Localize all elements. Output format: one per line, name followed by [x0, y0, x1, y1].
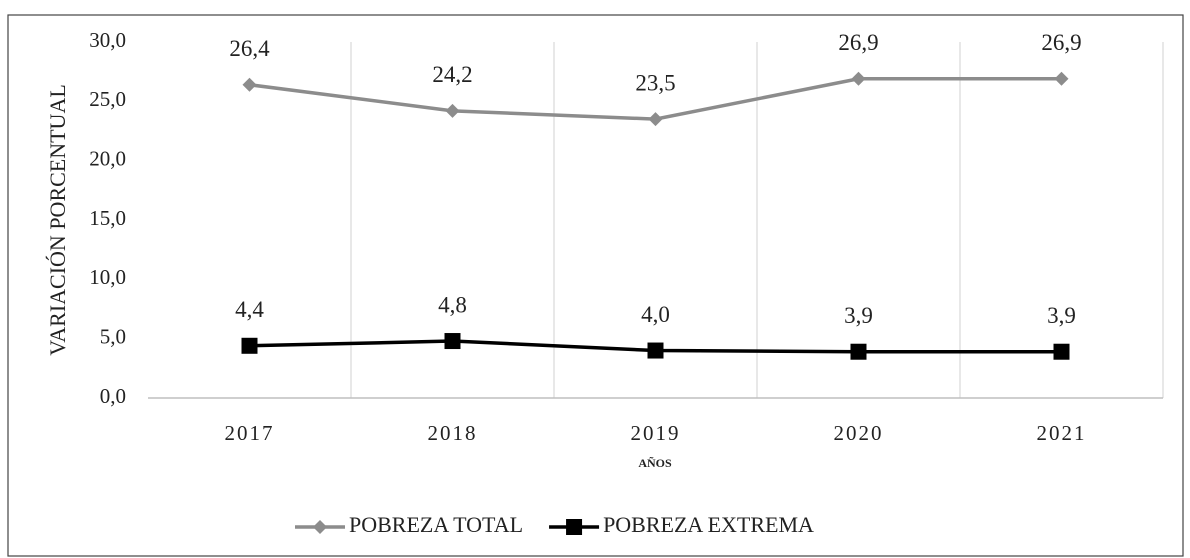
- point: [313, 520, 327, 534]
- x-axis-label: AÑOS: [638, 456, 672, 470]
- y-tick-label: 10,0: [89, 265, 126, 289]
- legend-label: POBREZA EXTREMA: [603, 512, 814, 537]
- data-label: 26,4: [229, 36, 270, 61]
- y-tick-label: 15,0: [89, 206, 126, 230]
- data-label: 26,9: [1041, 30, 1081, 55]
- y-tick-label: 25,0: [89, 87, 126, 111]
- y-axis-label: VARIACIÓN PORCENTUAL: [45, 84, 70, 356]
- point: [1053, 343, 1070, 360]
- data-label: 23,5: [635, 70, 675, 95]
- data-label: 3,9: [1047, 303, 1076, 328]
- data-label: 26,9: [838, 30, 878, 55]
- x-tick-label: 2018: [428, 421, 478, 445]
- chart-border: [7, 14, 1184, 557]
- y-tick-label: 5,0: [100, 324, 126, 348]
- point: [444, 333, 461, 350]
- data-label: 4,0: [641, 302, 670, 327]
- point: [242, 77, 257, 92]
- point: [445, 103, 460, 118]
- data-label: 4,8: [438, 292, 467, 317]
- x-tick-label: 2019: [631, 421, 681, 445]
- data-label: 3,9: [844, 303, 873, 328]
- data-label: 24,2: [432, 62, 472, 87]
- legend-label: POBREZA TOTAL: [349, 512, 523, 537]
- point: [647, 342, 664, 359]
- point: [648, 112, 663, 127]
- y-tick-label: 0,0: [100, 384, 126, 408]
- x-tick-label: 2020: [834, 421, 884, 445]
- point: [850, 343, 867, 360]
- x-tick-label: 2017: [225, 421, 275, 445]
- point: [851, 71, 866, 86]
- point: [566, 519, 583, 535]
- point: [1054, 71, 1069, 86]
- data-label: 4,4: [235, 297, 264, 322]
- y-tick-label: 20,0: [89, 146, 126, 170]
- point: [241, 337, 258, 354]
- y-tick-label: 30,0: [89, 28, 126, 52]
- x-tick-label: 2021: [1037, 421, 1087, 445]
